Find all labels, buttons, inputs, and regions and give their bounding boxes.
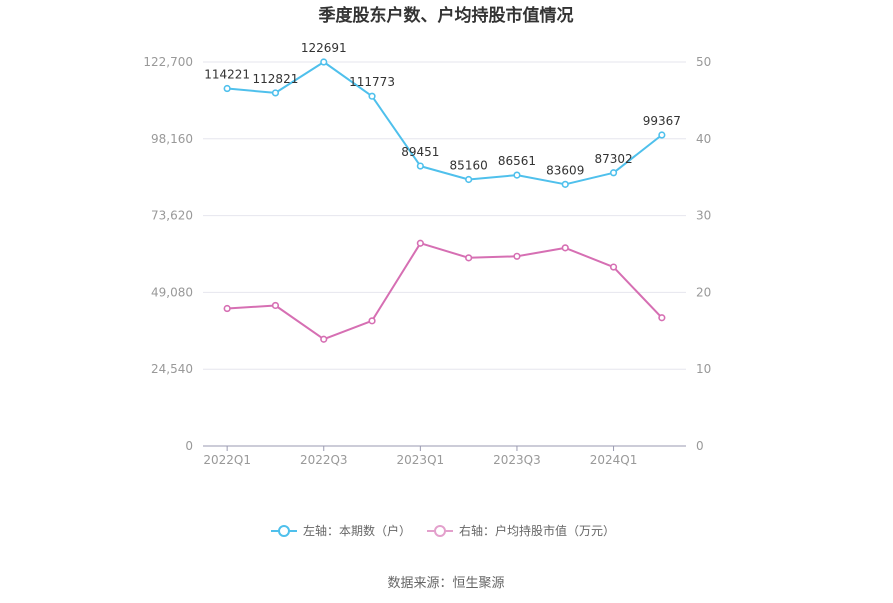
y-right-tick-label: 40 (696, 132, 711, 146)
data-point (320, 58, 328, 66)
data-point (271, 301, 280, 310)
legend-item-right[interactable]: 右轴：户均持股市值（万元） (427, 523, 615, 538)
data-point (416, 162, 424, 170)
data-label: 85160 (450, 158, 488, 172)
y-left-tick-label: 24,540 (151, 362, 193, 376)
data-point (416, 239, 424, 247)
data-point (658, 314, 666, 322)
data-point (513, 252, 521, 260)
x-tick-label: 2023Q1 (397, 453, 445, 467)
legend-left-label: 左轴：本期数（户） (303, 523, 411, 538)
grid (203, 61, 686, 370)
data-point (513, 171, 521, 179)
x-tick-label: 2024Q1 (590, 453, 638, 467)
data-point (658, 131, 666, 139)
data-point (465, 254, 473, 262)
y-left-tick-label: 0 (185, 439, 193, 453)
data-point (320, 335, 328, 343)
data-point (223, 84, 231, 93)
data-label: 89451 (401, 145, 439, 159)
data-label: 114221 (204, 68, 250, 82)
axes: 0 0 24,540 10 49,080 20 73,620 30 98,160 40 122,70… (143, 55, 711, 467)
legend-item-left[interactable]: 左轴：本期数（户） (271, 523, 411, 538)
data-label: 87302 (594, 152, 632, 166)
series-line-0 (227, 61, 663, 186)
data-label: 122691 (301, 41, 347, 55)
y-right-tick-label: 0 (696, 439, 704, 453)
data-point (561, 180, 569, 188)
x-tick-label: 2022Q1 (203, 453, 251, 467)
data-point (561, 244, 569, 252)
data-point (609, 169, 618, 177)
y-left-tick-label: 73,620 (151, 209, 193, 223)
data-label: 112821 (253, 72, 299, 86)
data-point (223, 304, 231, 313)
legend-right-label: 右轴：户均持股市值（万元） (459, 523, 615, 538)
data-label: 86561 (498, 154, 536, 168)
data-point (609, 263, 618, 271)
data-point (368, 92, 376, 100)
legend: 左轴：本期数（户） 右轴：户均持股市值（万元） (271, 523, 615, 538)
x-tick-label: 2023Q3 (493, 453, 541, 467)
data-label: 99367 (643, 114, 681, 128)
data-point (465, 175, 473, 184)
y-right-tick-label: 20 (696, 285, 711, 299)
data-point (271, 89, 280, 97)
data-label: 111773 (349, 75, 395, 89)
x-tick-label: 2022Q3 (300, 453, 348, 467)
chart-title: 季度股东户数、户均持股市值情况 (319, 5, 574, 26)
y-left-tick-label: 122,700 (143, 55, 193, 69)
legend-right-marker (434, 525, 446, 537)
legend-left-marker (278, 525, 290, 537)
y-left-tick-label: 98,160 (151, 132, 193, 146)
y-right-tick-label: 30 (696, 209, 711, 223)
series-line-1 (227, 242, 663, 341)
data-label: 83609 (546, 163, 584, 177)
y-left-tick-label: 49,080 (151, 285, 193, 299)
source-note: 数据来源：恒生聚源 (387, 576, 504, 591)
data-point (368, 317, 376, 325)
series-layer: 114221 112821 122691 111773 89451 85160 86561 8… (204, 41, 681, 343)
y-right-tick-label: 50 (696, 55, 711, 69)
y-right-tick-label: 10 (696, 362, 711, 376)
